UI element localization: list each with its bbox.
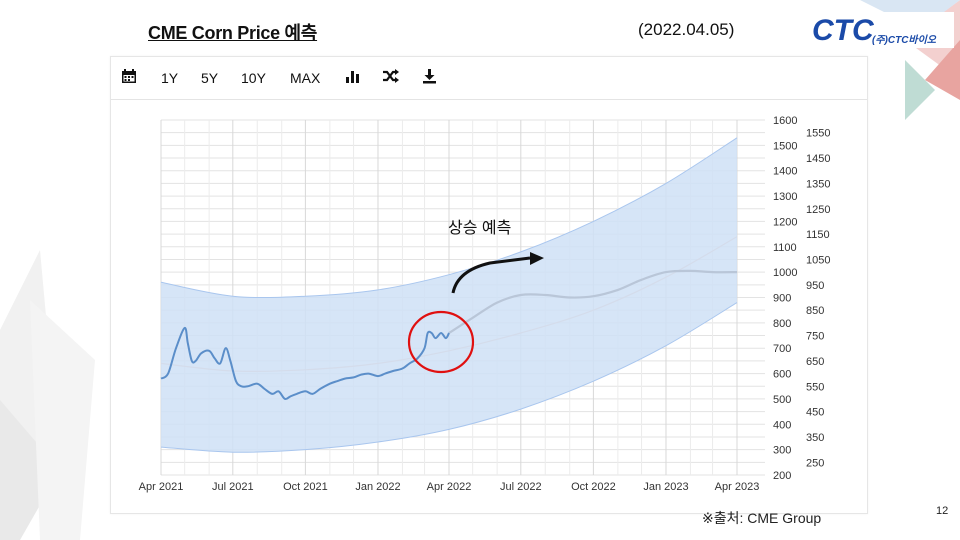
y-left-tick-label: 1500 — [773, 140, 797, 152]
y-left-tick-label: 600 — [773, 369, 791, 381]
y-right-tick-label: 450 — [806, 407, 824, 419]
forecast-line — [448, 269, 738, 334]
band-upper-edge — [160, 137, 738, 299]
logo-mark: CTC — [812, 14, 875, 47]
y-right-tick-label: 1150 — [806, 229, 830, 241]
x-tick-label: Oct 2022 — [571, 481, 616, 493]
shuffle-icon[interactable] — [382, 69, 399, 89]
range-1y-button[interactable]: 1Y — [161, 70, 179, 86]
page-title: CME Corn Price 예측 — [148, 23, 318, 43]
chart-toolbar: 1Y 5Y 10Y MAX — [111, 57, 867, 100]
rise-arrow-icon — [451, 256, 531, 294]
y-left-tick-label: 1400 — [773, 166, 797, 178]
y-left-tick-label: 200 — [773, 470, 791, 482]
y-right-tick-label: 1050 — [806, 254, 830, 266]
y-left-tick-label: 900 — [773, 293, 791, 305]
report-date: (2022.04.05) — [638, 20, 735, 39]
y-left-tick-label: 700 — [773, 343, 791, 355]
y-right-tick-label: 1250 — [806, 204, 830, 216]
range-5y-button[interactable]: 5Y — [201, 70, 219, 86]
y-left-tick-label: 1600 — [773, 115, 797, 127]
x-tick-label: Jul 2021 — [212, 481, 254, 493]
range-10y-button[interactable]: 10Y — [241, 70, 266, 86]
x-tick-label: Oct 2021 — [283, 481, 328, 493]
x-tick-label: Apr 2021 — [139, 481, 184, 493]
x-tick-label: Apr 2022 — [427, 481, 472, 493]
x-tick-label: Jan 2023 — [643, 481, 688, 493]
x-tick-label: Jan 2022 — [355, 481, 400, 493]
logo-company: (주)CTC바이오 — [872, 34, 937, 46]
y-right-tick-label: 1550 — [806, 128, 830, 140]
trend-line — [160, 236, 738, 373]
confidence-band — [161, 137, 737, 453]
y-left-tick-label: 300 — [773, 445, 791, 457]
y-right-tick-label: 1450 — [806, 153, 830, 165]
y-right-tick-label: 950 — [806, 280, 824, 292]
y-left-tick-label: 1000 — [773, 267, 797, 279]
y-right-tick-label: 1350 — [806, 178, 830, 190]
y-left-tick-label: 800 — [773, 318, 791, 330]
x-tick-label: Apr 2023 — [715, 481, 760, 493]
y-right-tick-label: 850 — [806, 305, 824, 317]
y-left-tick-label: 400 — [773, 419, 791, 431]
y-left-tick-label: 500 — [773, 394, 791, 406]
page-number: 12 — [936, 505, 949, 517]
range-max-button[interactable]: MAX — [290, 70, 321, 86]
band-lower-edge — [160, 302, 738, 453]
y-left-tick-label: 1200 — [773, 216, 797, 228]
annotation-label: 상승 예측 — [448, 219, 511, 237]
y-right-tick-label: 550 — [806, 381, 824, 393]
y-right-tick-label: 650 — [806, 356, 824, 368]
x-tick-label: Jul 2022 — [500, 481, 542, 493]
y-right-tick-label: 350 — [806, 432, 824, 444]
bar-chart-icon[interactable] — [345, 69, 360, 89]
source-note: ※출처: CME Group — [702, 510, 822, 526]
y-left-tick-label: 1300 — [773, 191, 797, 203]
calendar-icon[interactable] — [121, 68, 137, 88]
company-logo: CTC (주)CTC바이오 — [808, 12, 954, 48]
y-left-tick-label: 1100 — [773, 242, 797, 254]
y-right-tick-label: 750 — [806, 331, 824, 343]
download-icon[interactable] — [422, 68, 437, 88]
y-right-tick-label: 250 — [806, 457, 824, 469]
rise-arrow-head — [530, 252, 544, 265]
highlight-circle — [407, 310, 475, 374]
